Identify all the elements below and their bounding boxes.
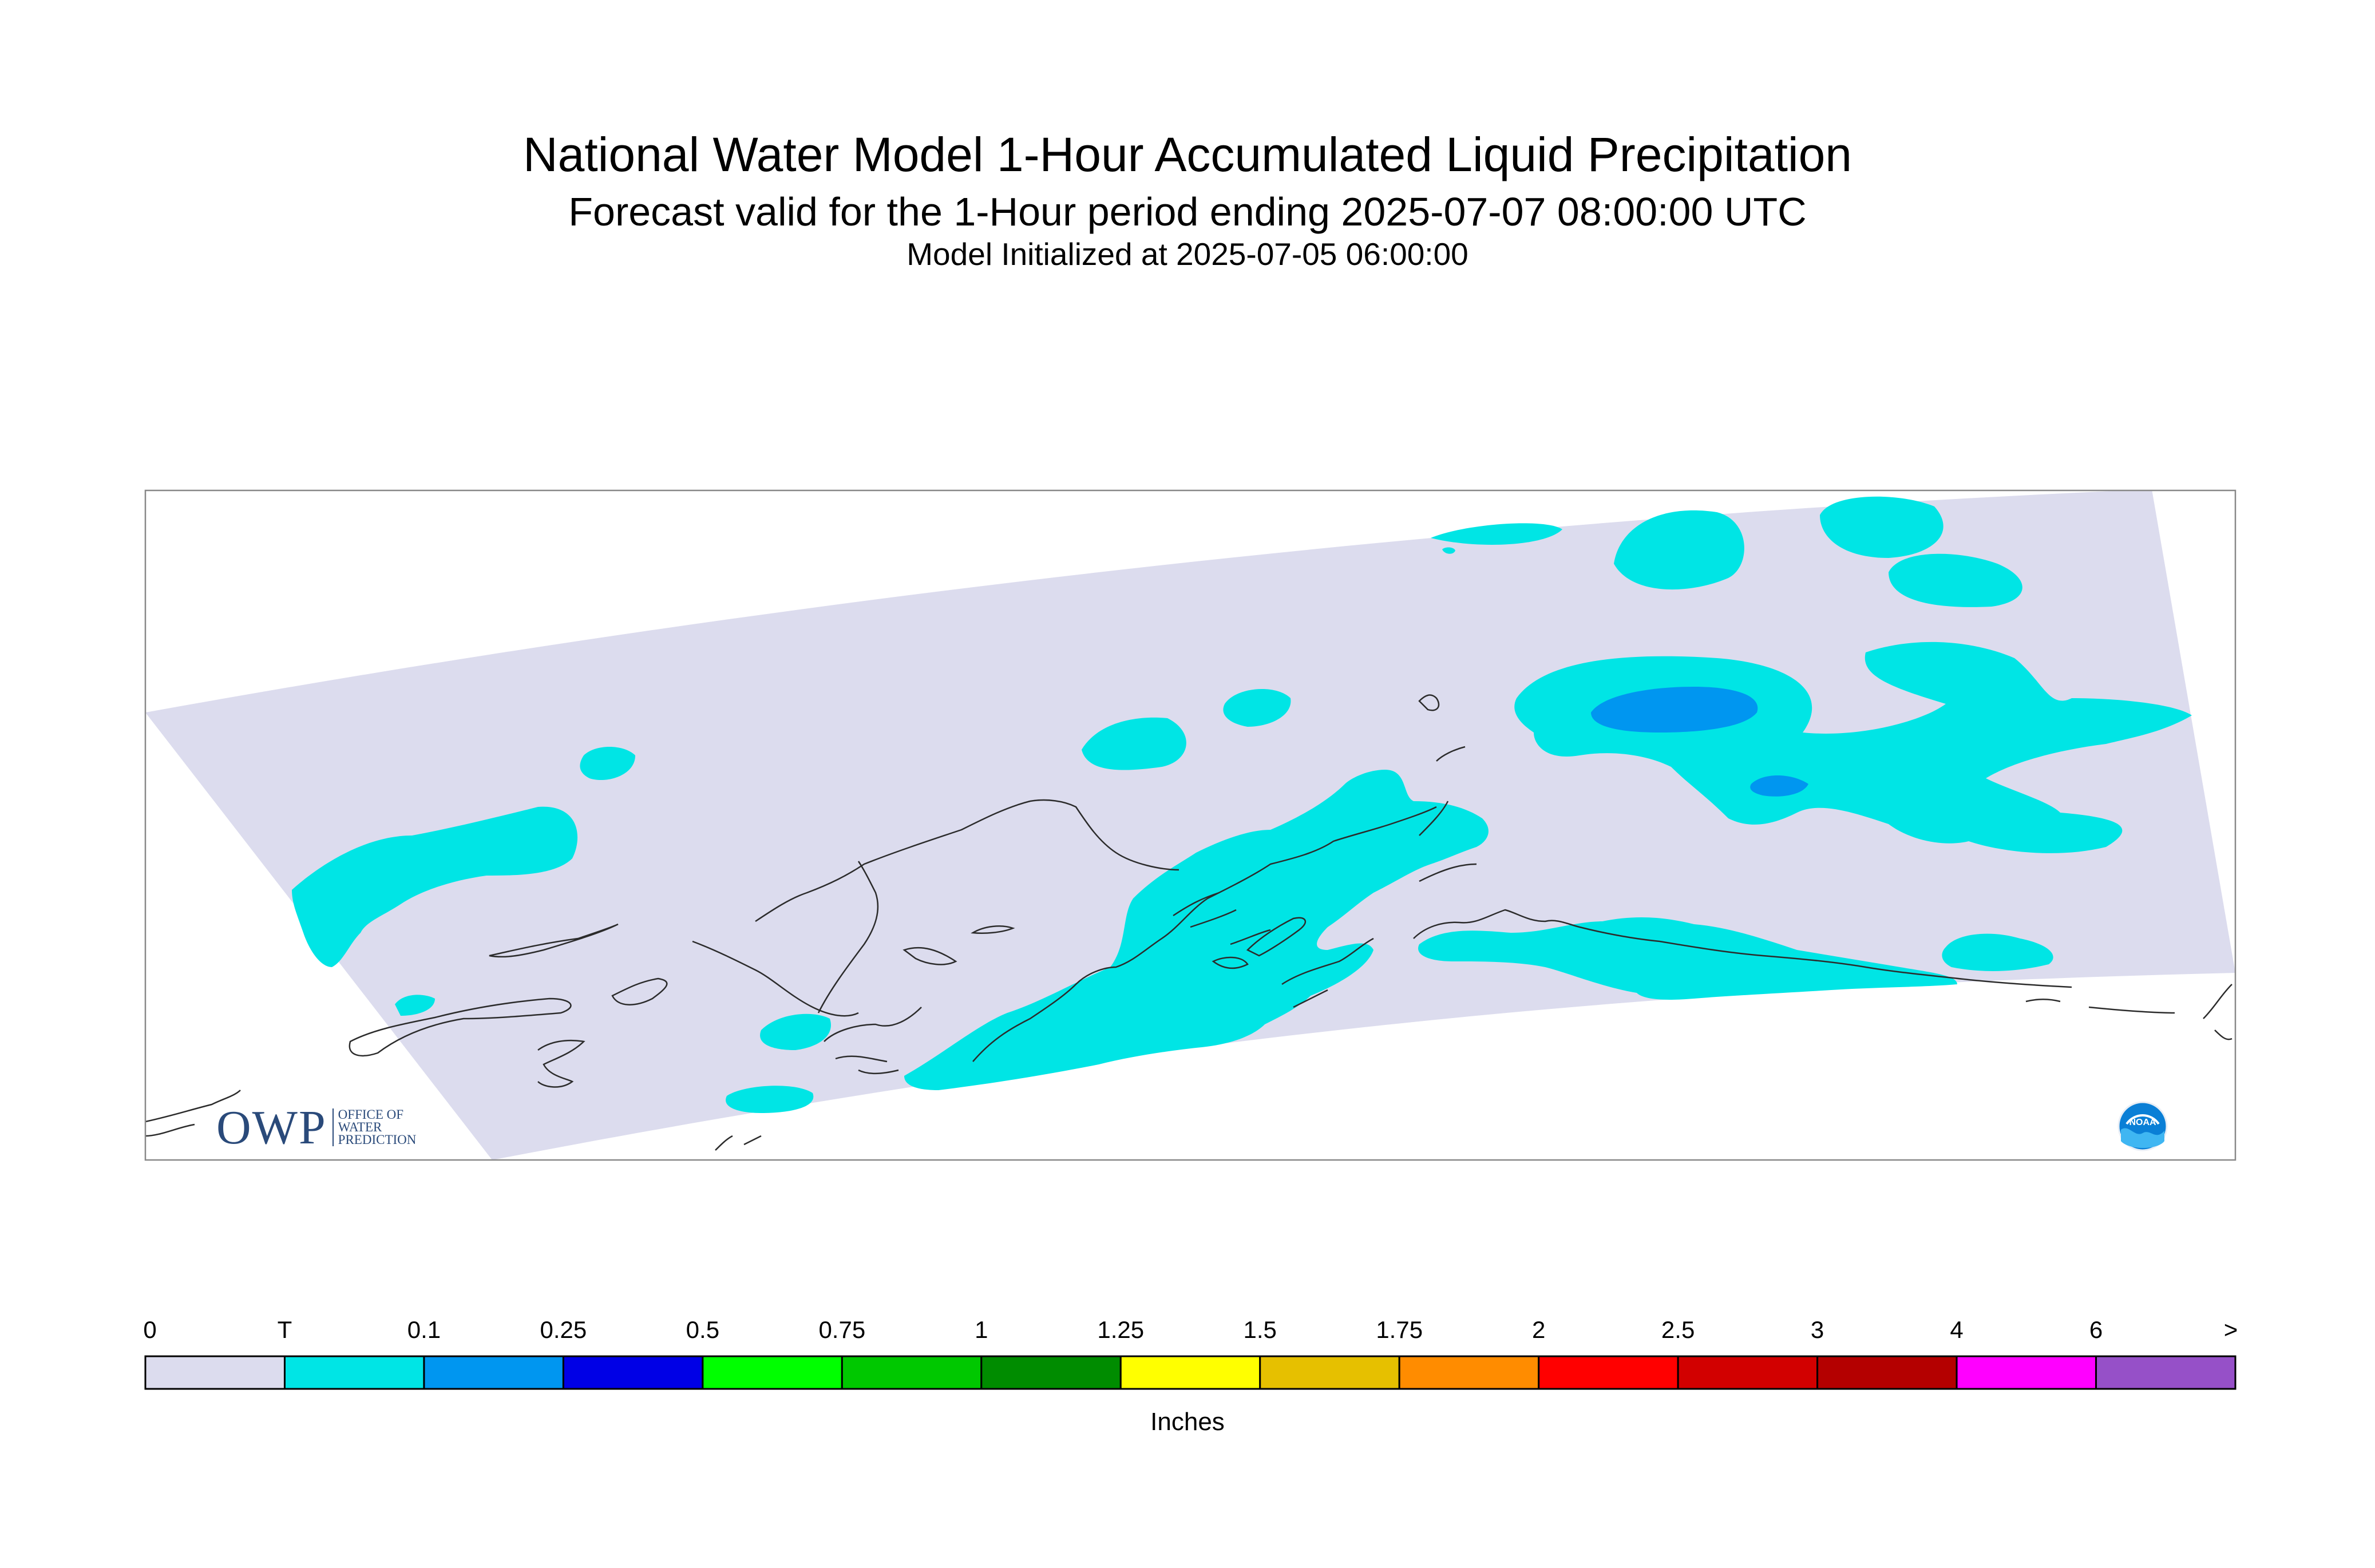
legend-tick-2: 0.1	[407, 1316, 441, 1343]
noaa-logo-text: NOAA	[2129, 1118, 2156, 1127]
forecast-valid-subtitle: Forecast valid for the 1-Hour period end…	[568, 189, 1807, 234]
legend-tick-5: 0.75	[818, 1316, 866, 1343]
legend-bin-11	[1677, 1355, 1819, 1390]
legend-bin-1	[283, 1355, 425, 1390]
map-title: National Water Model 1-Hour Accumulated …	[522, 128, 1852, 181]
legend-bin-4	[702, 1355, 843, 1390]
owp-logo: OWP OFFICE OF WATER PREDICTION	[216, 1100, 417, 1154]
legend-tick-9: 1.75	[1376, 1316, 1423, 1343]
noaa-logo	[2117, 1101, 2168, 1151]
legend-tick-11: 2.5	[1661, 1316, 1695, 1343]
model-initialized-subtitle: Model Initialized at 2025-07-05 06:00:00	[907, 236, 1468, 272]
legend-tick-7: 1.25	[1097, 1316, 1145, 1343]
legend-bin-6	[980, 1355, 1122, 1390]
legend-bin-5	[841, 1355, 983, 1390]
legend-bin-13	[1956, 1355, 2097, 1390]
legend-bin-8	[1259, 1355, 1400, 1390]
legend-bin-10	[1538, 1355, 1679, 1390]
legend-bin-2	[423, 1355, 564, 1390]
legend-bin-7	[1119, 1355, 1261, 1390]
legend-tick-1: T	[277, 1316, 292, 1343]
legend-tick-14: 6	[2089, 1316, 2103, 1343]
legend-bin-3	[562, 1355, 704, 1390]
legend-tick-10: 2	[1531, 1316, 1546, 1343]
legend-unit-label: Inches	[1150, 1408, 1225, 1436]
legend-tick-12: 3	[1810, 1316, 1824, 1343]
legend-tick-3: 0.25	[540, 1316, 587, 1343]
legend-tick-0: 0	[143, 1316, 157, 1343]
legend-tick-13: 4	[1950, 1316, 1964, 1343]
legend-tick-15: >	[2223, 1316, 2238, 1343]
legend-bin-0	[144, 1355, 286, 1390]
coastlines	[145, 694, 2232, 1151]
legend-tick-8: 1.5	[1243, 1316, 1277, 1343]
legend-bin-12	[1816, 1355, 1958, 1390]
legend-tick-6: 1	[975, 1316, 988, 1343]
legend-bin-14	[2095, 1355, 2237, 1390]
light-blue-precip-areas	[1591, 687, 1808, 797]
legend-colorbar	[144, 1355, 2237, 1390]
map-frame	[144, 489, 2237, 1161]
legend-bin-9	[1398, 1355, 1540, 1390]
legend-tick-4: 0.5	[686, 1316, 720, 1343]
